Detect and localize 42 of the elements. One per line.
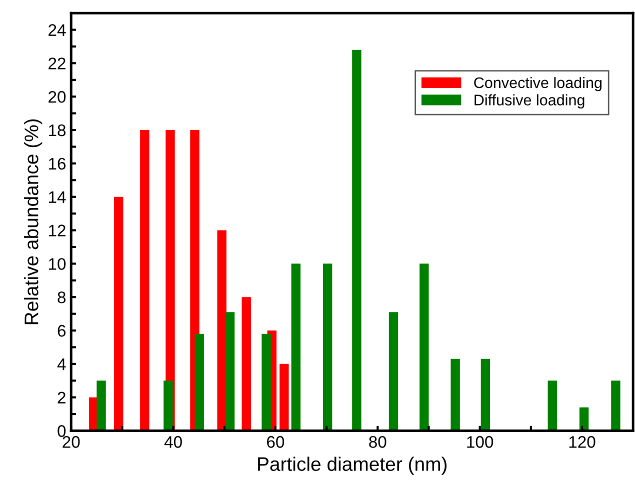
y-tick-label: 0: [58, 425, 66, 437]
bar: [262, 334, 271, 431]
bar: [225, 312, 235, 431]
y-tick-label: 20: [48, 91, 66, 103]
y-tick-label: 16: [48, 158, 66, 170]
y-tick-label: 12: [48, 224, 66, 236]
y-tick-label: 24: [48, 24, 66, 36]
bar: [480, 358, 490, 431]
bar: [291, 264, 301, 431]
y-tick-label: 2: [58, 392, 66, 404]
y-tick-label: 14: [48, 191, 66, 203]
bar: [352, 50, 362, 431]
bar: [217, 230, 226, 431]
bar: [322, 264, 332, 431]
bar: [388, 312, 398, 431]
x-tick-label: 80: [369, 436, 386, 448]
bar: [194, 334, 204, 431]
bar: [548, 380, 557, 431]
y-tick-label: 6: [58, 324, 66, 337]
x-tick-label: 40: [164, 436, 182, 448]
x-tick-label: 100: [467, 436, 494, 448]
bar: [242, 297, 251, 431]
x-tick-label: 120: [569, 436, 596, 448]
bar: [164, 380, 173, 431]
y-tick-label: 22: [48, 58, 66, 70]
bar: [450, 358, 460, 431]
y-tick-label: 10: [48, 258, 66, 270]
legend-label: Convective loading: [474, 76, 602, 92]
bar: [140, 130, 150, 431]
bar: [114, 196, 124, 431]
bar: [420, 264, 429, 431]
legend-label: Diffusive loading: [474, 94, 584, 108]
y-tick-label: 18: [48, 124, 66, 136]
bar: [579, 407, 589, 431]
bar: [611, 380, 620, 431]
x-axis-title: Particle diameter (nm): [258, 456, 447, 475]
bar: [96, 380, 106, 431]
y-tick-label: 4: [57, 358, 66, 370]
y-tick-label: 8: [58, 292, 66, 304]
y-axis-title: Relative abundance (%): [24, 119, 42, 324]
x-tick-label: 60: [267, 436, 284, 448]
bar: [280, 364, 289, 431]
